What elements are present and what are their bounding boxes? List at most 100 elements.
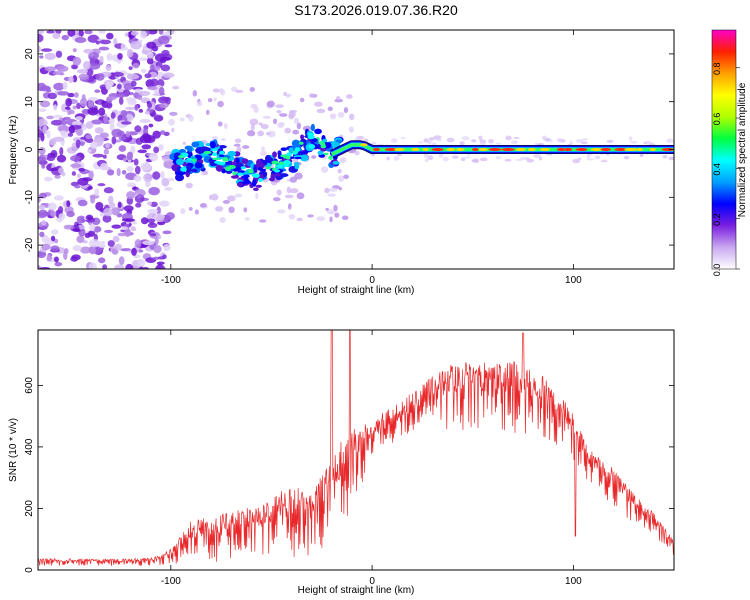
spectrogram-track-highlight [243, 174, 250, 178]
spectrogram-noise-blob [188, 115, 194, 122]
spectrogram-noise-blob [57, 206, 64, 214]
spectrogram-track-highlight [244, 179, 250, 184]
spectrogram-noise-blob [185, 182, 193, 189]
spectrogram-noise-blob [313, 101, 323, 107]
spectrogram-track-highlight [212, 152, 218, 157]
spectrogram-track-highlight [298, 141, 304, 145]
carrier-band-peak [372, 148, 381, 151]
spectrogram-noise-blob [427, 155, 434, 161]
spectrogram-noise-blob [57, 91, 70, 96]
spectrogram-noise-blob [250, 123, 255, 131]
carrier-band-peak [422, 148, 429, 151]
spectrogram-noise-blob [160, 170, 165, 179]
spectrogram-track-highlight [294, 156, 302, 160]
carrier-band-peak [456, 148, 465, 151]
spectrogram-track-highlight [328, 155, 333, 160]
spectrogram-noise-blob [61, 171, 66, 177]
spectrogram-noise-blob [87, 34, 100, 43]
snr-frame [37, 329, 675, 571]
spectrogram-noise-blob [276, 189, 282, 196]
spectrogram-noise-blob [228, 206, 235, 214]
spectrogram-noise-blob [81, 94, 86, 102]
spectrogram-noise-blob [157, 256, 166, 260]
spectrogram-track-highlight [248, 169, 254, 174]
spectrogram-noise-blob [169, 111, 178, 116]
spectrogram-noise-blob [397, 153, 402, 157]
spectrogram-track-highlight [307, 134, 315, 140]
spectrogram-noise-blob [470, 139, 477, 143]
spectrogram-noise-blob [286, 186, 291, 194]
spectrogram-track-highlight [225, 166, 231, 172]
spectrogram-noise-blob [88, 246, 97, 255]
spectrogram-noise-blob [149, 233, 157, 237]
spectrogram-noise-blob [276, 109, 282, 114]
spectrogram-noise-blob [165, 96, 171, 105]
spectrogram-noise-blob [329, 187, 338, 192]
spectrogram-noise-blob [38, 156, 46, 162]
spectrogram-noise-blob [217, 121, 223, 127]
spectrogram-noise-blob [89, 223, 96, 232]
colorbar-scale [711, 29, 737, 270]
spectrogram-noise-blob [134, 239, 142, 249]
carrier-band-peak [488, 148, 502, 151]
carrier-band-peak [624, 148, 638, 151]
spectrogram-noise-blob [72, 258, 78, 262]
spectrogram-noise-blob [117, 232, 127, 237]
spectrogram-x-ticks: -100 0 100 [161, 30, 582, 286]
spectrogram-noise-blob [161, 49, 170, 57]
spectrogram-noise-blob [130, 145, 136, 155]
spectrogram-noise-blob [120, 109, 128, 117]
spectrogram-noise-blob [141, 144, 152, 150]
spectrogram-noise-blob [504, 158, 512, 162]
spectrogram-noise-blob [41, 163, 46, 169]
spectrogram-noise-blob [594, 155, 600, 160]
spectrogram-noise-blob [233, 143, 241, 147]
spectrogram-noise-blob [219, 216, 226, 223]
colorbar-tick-label: 0.6 [712, 113, 722, 126]
spectrogram-noise-blob [137, 95, 143, 101]
spectrogram-noise-blob [234, 193, 243, 198]
spectrogram-track-blob [176, 166, 183, 173]
y-tick-label: 200 [24, 500, 35, 517]
spectrogram-track-blob [191, 168, 198, 173]
carrier-band-peak [478, 148, 488, 151]
spectrogram-track-blob [310, 123, 315, 132]
spectrogram-noise-blob [40, 220, 47, 226]
spectrogram-noise-blob [157, 35, 170, 45]
spectrogram-noise-blob [179, 117, 185, 122]
spectrogram-track-highlight [211, 148, 218, 152]
spectrogram-track-blob [217, 145, 227, 149]
spectrogram-noise-blob [428, 137, 435, 141]
spectrogram-track-blob [253, 187, 259, 191]
spectrogram-track-blob [332, 160, 340, 165]
spectrogram-noise-blob [87, 186, 93, 190]
spectrogram-noise-blob [39, 266, 51, 269]
spectrogram-noise-blob [227, 195, 236, 202]
spectrogram-noise-blob [133, 158, 139, 166]
spectrogram-noise-blob [50, 119, 63, 126]
spectrogram-noise-blob [172, 85, 180, 90]
spectrogram-noise-blob [423, 138, 429, 143]
spectrogram-noise-blob [257, 130, 265, 137]
spectrogram-noise-blob [141, 266, 150, 269]
spectrogram-noise-blob [82, 61, 91, 70]
spectrogram-noise-blob [302, 125, 312, 132]
spectrogram-noise-blob [162, 230, 172, 235]
carrier-band-peak [600, 148, 612, 151]
carrier-band-peak [431, 148, 444, 151]
spectrogram-noise-blob [71, 120, 82, 126]
spectrogram-track-highlight [219, 150, 225, 155]
spectrogram-noise-blob [215, 206, 224, 212]
spectrogram-noise-blob [76, 127, 83, 136]
spectrogram-track-blob [230, 175, 240, 179]
spectrogram-noise-blob [123, 205, 134, 212]
spectrogram-track-blob [227, 150, 236, 157]
spectrogram-noise-blob [50, 245, 60, 252]
spectrogram-noise-blob [105, 142, 110, 149]
carrier-band-peak [649, 148, 656, 151]
spectrogram-noise-blob [92, 153, 105, 158]
spectrogram-noise-blob [272, 118, 278, 125]
spectrogram-noise-blob [118, 256, 125, 266]
spectrogram-noise-blob [147, 86, 158, 91]
spectrogram-noise-blob [87, 149, 92, 153]
